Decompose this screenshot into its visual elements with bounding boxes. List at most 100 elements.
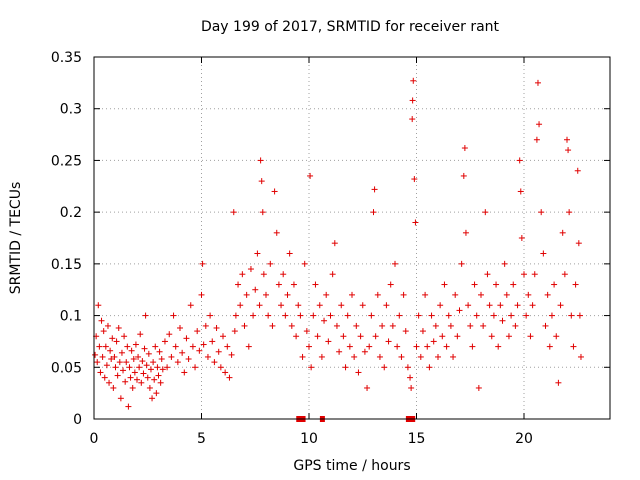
data-point bbox=[235, 281, 242, 288]
data-point bbox=[97, 369, 104, 376]
data-point bbox=[301, 260, 308, 267]
data-point bbox=[568, 312, 575, 319]
data-point bbox=[409, 116, 416, 123]
data-point bbox=[152, 343, 159, 350]
data-point bbox=[257, 157, 264, 164]
data-point bbox=[402, 328, 409, 335]
data-point bbox=[260, 271, 267, 278]
data-point bbox=[137, 331, 144, 338]
data-point bbox=[215, 348, 222, 355]
data-point bbox=[445, 312, 452, 319]
data-point bbox=[308, 364, 315, 371]
data-point bbox=[247, 266, 254, 273]
data-point bbox=[531, 271, 538, 278]
data-point bbox=[110, 384, 117, 391]
data-point bbox=[222, 369, 229, 376]
data-point bbox=[417, 353, 424, 360]
data-point bbox=[357, 333, 364, 340]
data-point bbox=[415, 312, 422, 319]
data-point bbox=[245, 343, 252, 350]
data-point bbox=[118, 349, 125, 356]
data-point bbox=[536, 121, 543, 128]
data-point bbox=[231, 328, 238, 335]
data-point bbox=[331, 240, 338, 247]
data-point bbox=[199, 260, 206, 267]
data-point bbox=[475, 384, 482, 391]
data-point bbox=[351, 353, 358, 360]
data-point bbox=[241, 322, 248, 329]
data-point bbox=[572, 281, 579, 288]
y-tick-label: 0.1 bbox=[60, 309, 82, 325]
y-tick-label: 0.25 bbox=[51, 153, 82, 169]
y-tick-label: 0.35 bbox=[51, 50, 82, 66]
data-point bbox=[181, 369, 188, 376]
data-point bbox=[333, 322, 340, 329]
data-point bbox=[174, 359, 181, 366]
data-point bbox=[224, 343, 231, 350]
data-point bbox=[505, 333, 512, 340]
data-point bbox=[577, 353, 584, 360]
data-point bbox=[338, 302, 345, 309]
data-point bbox=[226, 374, 233, 381]
data-point bbox=[280, 271, 287, 278]
data-point bbox=[147, 366, 154, 373]
data-point bbox=[510, 281, 517, 288]
data-point bbox=[284, 291, 291, 298]
data-point bbox=[471, 281, 478, 288]
data-point bbox=[142, 312, 149, 319]
data-point bbox=[99, 353, 106, 360]
data-point bbox=[546, 343, 553, 350]
data-point bbox=[342, 364, 349, 371]
data-point bbox=[454, 333, 461, 340]
x-tick-labels: 0 5 10 15 20 bbox=[90, 431, 533, 447]
data-point bbox=[521, 271, 527, 278]
data-point bbox=[269, 322, 276, 329]
data-point bbox=[100, 328, 107, 335]
data-point bbox=[267, 260, 274, 267]
data-point bbox=[146, 384, 153, 391]
data-point bbox=[200, 341, 207, 348]
data-point bbox=[297, 312, 304, 319]
data-point bbox=[374, 291, 381, 298]
data-point bbox=[290, 281, 297, 288]
data-point bbox=[379, 322, 386, 329]
data-point bbox=[478, 291, 484, 298]
data-point bbox=[179, 349, 186, 356]
data-point bbox=[473, 312, 480, 319]
data-point bbox=[145, 350, 152, 357]
data-point bbox=[158, 356, 165, 363]
data-point bbox=[407, 374, 414, 381]
data-point bbox=[202, 322, 209, 329]
x-tick-label: 20 bbox=[515, 431, 533, 447]
data-point bbox=[340, 333, 347, 340]
data-point bbox=[310, 312, 317, 319]
data-point bbox=[410, 77, 417, 84]
data-point bbox=[551, 281, 558, 288]
data-point bbox=[514, 302, 521, 309]
data-point bbox=[408, 384, 415, 391]
data-point bbox=[113, 338, 120, 345]
data-point bbox=[106, 379, 113, 386]
data-point bbox=[557, 302, 564, 309]
data-point bbox=[239, 271, 246, 278]
data-point bbox=[424, 343, 431, 350]
data-point bbox=[525, 291, 532, 298]
data-point bbox=[533, 136, 540, 143]
data-point bbox=[432, 322, 439, 329]
data-point bbox=[159, 366, 166, 373]
data-point bbox=[435, 353, 441, 360]
data-point bbox=[355, 369, 362, 376]
data-point bbox=[318, 353, 325, 360]
data-point bbox=[462, 229, 469, 236]
data-point bbox=[349, 291, 355, 298]
data-point bbox=[396, 312, 403, 319]
y-tick-label: 0.15 bbox=[51, 257, 82, 273]
data-point bbox=[452, 291, 459, 298]
data-point bbox=[150, 359, 157, 366]
data-point bbox=[98, 317, 105, 324]
data-point bbox=[209, 338, 216, 345]
data-point bbox=[389, 322, 396, 329]
data-point bbox=[437, 302, 444, 309]
data-point bbox=[96, 343, 103, 350]
data-point bbox=[534, 79, 541, 86]
